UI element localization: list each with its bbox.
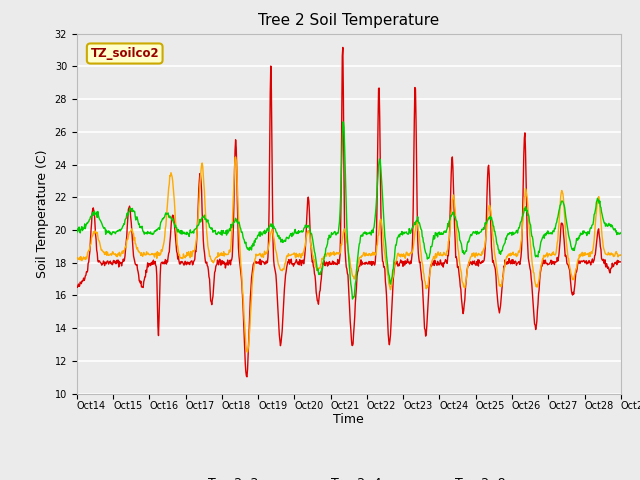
Legend: Tree2 -2cm, Tree2 -4cm, Tree2 -8cm: Tree2 -2cm, Tree2 -4cm, Tree2 -8cm	[168, 472, 529, 480]
Title: Tree 2 Soil Temperature: Tree 2 Soil Temperature	[258, 13, 440, 28]
Text: TZ_soilco2: TZ_soilco2	[90, 47, 159, 60]
X-axis label: Time: Time	[333, 413, 364, 426]
Y-axis label: Soil Temperature (C): Soil Temperature (C)	[36, 149, 49, 278]
